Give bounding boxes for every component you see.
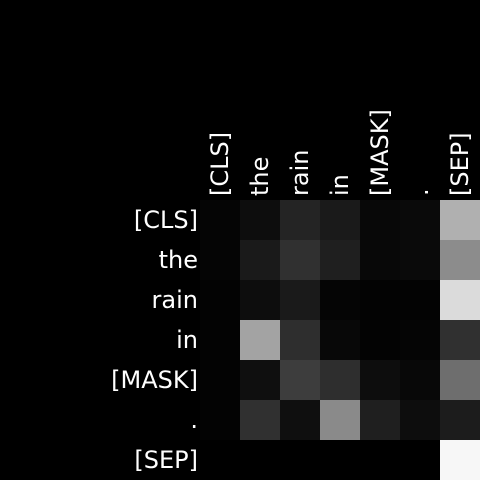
heatmap-cell-r2-c6 bbox=[440, 280, 480, 320]
heatmap-cell-r2-c5 bbox=[400, 280, 440, 320]
heatmap-cell-r5-c4 bbox=[360, 400, 400, 440]
y-tick-label-dot-5: . bbox=[190, 406, 198, 434]
x-tick-label-in-3: in bbox=[326, 174, 354, 196]
heatmap-cell-r6-c6 bbox=[440, 440, 480, 480]
heatmap-cell-r4-c5 bbox=[400, 360, 440, 400]
heatmap-cell-r3-c1 bbox=[240, 320, 280, 360]
heatmap-cell-r2-c3 bbox=[320, 280, 360, 320]
y-tick-label-the-1: the bbox=[159, 246, 198, 274]
x-tick-label-sep-6: [SEP] bbox=[446, 132, 474, 196]
heatmap-cell-r0-c3 bbox=[320, 200, 360, 240]
y-tick-label-cls-0: [CLS] bbox=[134, 206, 198, 234]
heatmap-cell-r0-c0 bbox=[200, 200, 240, 240]
heatmap-cell-r6-c0 bbox=[200, 440, 240, 480]
heatmap-cell-r1-c1 bbox=[240, 240, 280, 280]
heatmap-cell-r6-c4 bbox=[360, 440, 400, 480]
heatmap-cell-r6-c3 bbox=[320, 440, 360, 480]
heatmap-cell-r1-c0 bbox=[200, 240, 240, 280]
heatmap-cell-r3-c6 bbox=[440, 320, 480, 360]
heatmap-cell-r4-c4 bbox=[360, 360, 400, 400]
heatmap-cell-r0-c4 bbox=[360, 200, 400, 240]
x-tick-label-dot-5: . bbox=[406, 188, 434, 196]
heatmap-cell-r5-c1 bbox=[240, 400, 280, 440]
heatmap-cell-r1-c3 bbox=[320, 240, 360, 280]
heatmap-cell-r3-c0 bbox=[200, 320, 240, 360]
y-tick-label-mask-4: [MASK] bbox=[111, 366, 198, 394]
heatmap-cell-r2-c2 bbox=[280, 280, 320, 320]
heatmap-cell-r1-c6 bbox=[440, 240, 480, 280]
x-tick-label-rain-2: rain bbox=[286, 150, 314, 196]
heatmap-cell-r3-c2 bbox=[280, 320, 320, 360]
heatmap-cell-r5-c5 bbox=[400, 400, 440, 440]
heatmap-cell-r6-c1 bbox=[240, 440, 280, 480]
heatmap-cell-r3-c4 bbox=[360, 320, 400, 360]
x-tick-labels: [CLS] the rain in [MASK]. [SEP] bbox=[206, 109, 474, 196]
heatmap-cell-r1-c4 bbox=[360, 240, 400, 280]
heatmap-cell-r2-c4 bbox=[360, 280, 400, 320]
heatmap-cell-r5-c3 bbox=[320, 400, 360, 440]
x-tick-label-cls-0: [CLS] bbox=[206, 132, 234, 196]
heatmap-cell-r3-c3 bbox=[320, 320, 360, 360]
heatmap-cell-r5-c6 bbox=[440, 400, 480, 440]
heatmap-cell-r4-c1 bbox=[240, 360, 280, 400]
heatmap-cell-r0-c6 bbox=[440, 200, 480, 240]
x-tick-label-the-1: the bbox=[246, 157, 274, 196]
y-tick-label-in-3: in bbox=[176, 326, 198, 354]
heatmap-cell-r0-c1 bbox=[240, 200, 280, 240]
x-tick-label-mask-4: [MASK] bbox=[366, 109, 394, 196]
heatmap-cells bbox=[200, 200, 480, 480]
heatmap-cell-r4-c6 bbox=[440, 360, 480, 400]
heatmap-cell-r4-c2 bbox=[280, 360, 320, 400]
heatmap-cell-r3-c5 bbox=[400, 320, 440, 360]
y-tick-label-sep-6: [SEP] bbox=[134, 446, 198, 474]
heatmap-cell-r4-c0 bbox=[200, 360, 240, 400]
heatmap-cell-r6-c2 bbox=[280, 440, 320, 480]
heatmap-cell-r0-c5 bbox=[400, 200, 440, 240]
heatmap-cell-r2-c0 bbox=[200, 280, 240, 320]
heatmap-cell-r1-c5 bbox=[400, 240, 440, 280]
heatmap-cell-r0-c2 bbox=[280, 200, 320, 240]
heatmap-cell-r2-c1 bbox=[240, 280, 280, 320]
heatmap-cell-r6-c5 bbox=[400, 440, 440, 480]
heatmap-cell-r5-c0 bbox=[200, 400, 240, 440]
y-tick-label-rain-2: rain bbox=[152, 286, 198, 314]
heatmap-cell-r5-c2 bbox=[280, 400, 320, 440]
y-tick-labels: [CLS] the rain in [MASK]. [SEP] bbox=[111, 206, 198, 474]
heatmap-cell-r1-c2 bbox=[280, 240, 320, 280]
heatmap-cell-r4-c3 bbox=[320, 360, 360, 400]
